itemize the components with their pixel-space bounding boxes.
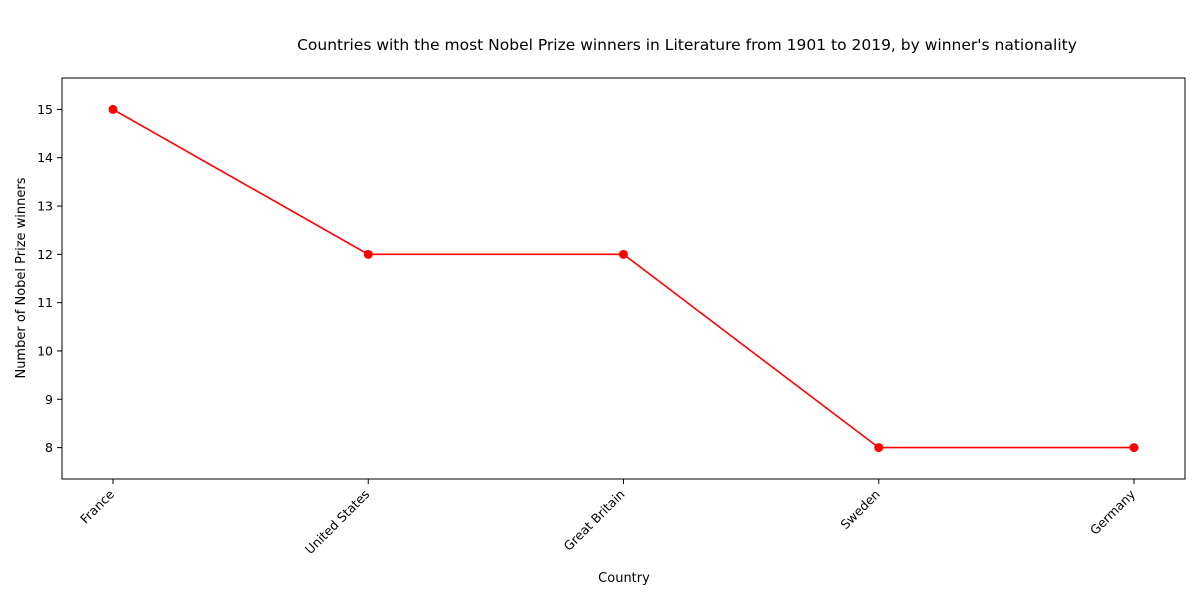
y-tick-label: 15 [37,102,53,117]
y-tick-label: 11 [37,295,53,310]
data-point [108,104,118,114]
y-axis-ticks: 8 9 10 11 12 13 14 15 [37,102,62,455]
series-layer [108,104,1139,453]
data-point [1129,443,1139,453]
y-tick-label: 13 [37,199,53,214]
y-tick-label: 12 [37,247,53,262]
data-point [619,249,628,259]
data-point [874,443,884,453]
y-axis-label: Number of Nobel Prize winners [14,177,29,378]
y-tick-label: 8 [45,440,53,455]
x-axis-label: Country [598,571,650,586]
y-tick-label: 10 [37,343,53,358]
y-tick-label: 14 [37,150,53,165]
chart-title: Countries with the most Nobel Prize winn… [297,36,1077,54]
data-point [363,249,373,259]
y-tick-label: 9 [45,392,53,407]
